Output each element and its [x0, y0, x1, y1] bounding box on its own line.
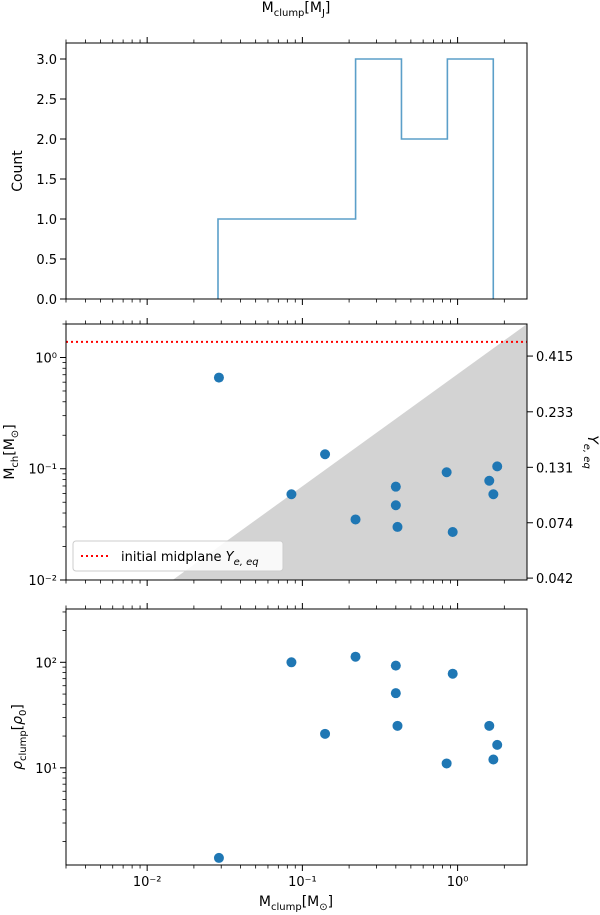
rho-ticks: 10² 10¹ 10⁻² 10⁻¹ 10⁰ — [35, 603, 505, 890]
legend: initial midplane Ye, eq — [72, 540, 284, 572]
y-tick-label: 1.0 — [36, 213, 57, 228]
histogram-frame — [65, 42, 528, 300]
y-tick-label: 10¹ — [35, 762, 57, 777]
scatter-point — [390, 481, 401, 492]
mch-frame — [65, 323, 528, 581]
rho-ylabel: ρclump[ρ0] — [10, 704, 29, 770]
x-tick-label: 10⁻¹ — [288, 875, 317, 890]
scatter-point — [484, 475, 495, 486]
right-y-tick-label: 0.074 — [536, 517, 573, 532]
right-y-tick-label: 0.042 — [536, 572, 573, 587]
right-y-tick-label: 0.415 — [536, 350, 573, 365]
mch-right-ylabel: Ye, eq — [581, 435, 600, 469]
right-y-tick-label: 0.131 — [536, 461, 573, 476]
scatter-point — [320, 728, 331, 739]
mch-ticks: 10⁰ 10⁻¹ 10⁻² 0.415 0.233 0.131 0.074 0.042 — [28, 318, 573, 589]
scatter-point — [447, 668, 458, 679]
y-tick-label: 3.0 — [36, 53, 57, 68]
scatter-point — [390, 688, 401, 699]
scatter-point — [390, 660, 401, 671]
scatter-point — [320, 449, 331, 460]
histogram-outline — [217, 58, 495, 299]
scatter-point — [484, 720, 495, 731]
y-tick-label: 0.0 — [36, 293, 57, 308]
legend-box — [72, 540, 284, 572]
shaded-region — [172, 324, 527, 580]
x-tick-label: 10⁰ — [447, 875, 469, 890]
right-y-tick-label: 0.233 — [536, 406, 573, 421]
y-tick-label: 2.5 — [36, 93, 57, 108]
scatter-point — [492, 739, 503, 750]
scatter-point — [447, 527, 458, 538]
scatter-point — [392, 521, 403, 532]
scatter-point — [488, 489, 499, 500]
scatter-point — [213, 852, 224, 863]
scatter-point — [286, 657, 297, 668]
y-tick-label: 2.0 — [36, 133, 57, 148]
rho-xlabel: Mclump[M⊙] — [259, 894, 333, 913]
scatter-point — [350, 514, 361, 525]
y-tick-label: 10² — [35, 656, 57, 671]
top-axis-label: Mclump[MJ] — [262, 0, 331, 19]
legend-label: initial midplane Ye, eq — [121, 550, 259, 568]
scatter-point — [492, 461, 503, 472]
scatter-point — [286, 489, 297, 500]
x-tick-label: 10⁻² — [133, 875, 162, 890]
y-tick-label: 1.5 — [36, 173, 57, 188]
scatter-point — [392, 720, 403, 731]
histogram-ylabel: Count — [10, 150, 26, 192]
y-tick-label: 0.5 — [36, 253, 57, 268]
rho-points — [213, 651, 503, 863]
scatter-point — [350, 651, 361, 662]
y-tick-label: 10⁻² — [28, 574, 57, 589]
mch-panel: 10⁰ 10⁻¹ 10⁻² 0.415 0.233 0.131 0.074 0.042 Mch… — [2, 318, 600, 589]
scatter-point — [441, 758, 452, 769]
mch-ylabel: Mch[M⊙] — [2, 424, 21, 479]
scatter-point — [390, 500, 401, 511]
scatter-point — [213, 372, 224, 383]
y-tick-label: 10⁰ — [35, 351, 57, 366]
scatter-point — [441, 467, 452, 478]
rho-panel: 10² 10¹ 10⁻² 10⁻¹ 10⁰ ρclump[ρ0] Mclump[M⊙] — [10, 603, 528, 913]
y-tick-label: 10⁻¹ — [28, 463, 57, 478]
rho-frame — [65, 608, 528, 866]
mch-points — [213, 372, 503, 538]
scatter-point — [488, 754, 499, 765]
